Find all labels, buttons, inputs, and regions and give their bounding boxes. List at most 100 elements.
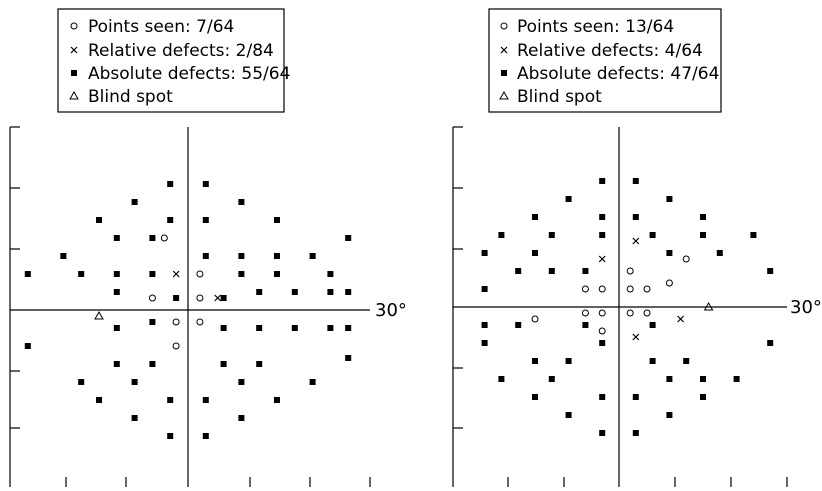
absolute-defect-point [649, 232, 656, 238]
absolute-defect-point [274, 271, 280, 277]
point-seen [196, 318, 204, 326]
absolute-defect-point [238, 253, 245, 259]
absolute-defect-point [327, 289, 334, 295]
absolute-defect-point [274, 253, 280, 259]
absolute-defect-point [113, 361, 120, 367]
absolute-defect-point [274, 217, 280, 223]
legend-marker-cross [70, 46, 78, 54]
absolute-defect-point [532, 394, 538, 400]
absolute-defect-point [238, 379, 245, 385]
legend-label-relative-defects: Relative defects: 4/64 [517, 41, 703, 61]
point-seen [626, 285, 634, 293]
relative-defect-point [632, 237, 640, 245]
point-seen [626, 309, 634, 317]
point-seen [148, 294, 156, 302]
absolute-defect-point [345, 325, 352, 331]
data-points [24, 181, 352, 439]
absolute-defect-point [345, 289, 352, 295]
point-seen [581, 285, 589, 293]
absolute-defect-point [274, 397, 280, 403]
absolute-defect-point [599, 214, 606, 220]
absolute-defect-point [481, 340, 488, 346]
absolute-defect-point [599, 178, 606, 184]
legend-marker-square [71, 70, 77, 76]
legend-marker-triangle [69, 90, 79, 100]
point-seen [196, 294, 204, 302]
legend-box [57, 8, 285, 113]
absolute-defect-point [632, 214, 639, 220]
absolute-defect-point [149, 319, 156, 325]
absolute-defect-point [291, 325, 298, 331]
absolute-defect-point [149, 271, 156, 277]
legend-marker-circle [500, 22, 508, 30]
absolute-defect-point [716, 250, 723, 256]
absolute-defect-point [548, 376, 555, 382]
absolute-defect-point [149, 235, 156, 241]
absolute-defect-point [565, 412, 572, 418]
absolute-defect-point [167, 217, 174, 223]
absolute-defect-point [481, 322, 488, 328]
absolute-defect-point [700, 214, 706, 220]
point-seen [531, 315, 539, 323]
absolute-defect-point [683, 358, 690, 364]
point-seen [626, 267, 634, 275]
absolute-defect-point [599, 232, 606, 238]
absolute-defect-point [733, 376, 740, 382]
absolute-defect-point [481, 250, 488, 256]
absolute-defect-point [202, 217, 209, 223]
absolute-defect-point [202, 181, 209, 187]
absolute-defect-point [309, 379, 316, 385]
absolute-defect-point [167, 433, 174, 439]
axes [9, 126, 371, 487]
absolute-defect-point [173, 295, 180, 301]
absolute-defect-point [565, 196, 572, 202]
absolute-defect-point [700, 376, 706, 382]
absolute-defect-point [113, 325, 120, 331]
point-seen [172, 318, 180, 326]
left-visual-field-plot: Points seen: 7/64 Relative defects: 2/84… [9, 8, 407, 487]
absolute-defect-point [632, 178, 639, 184]
absolute-defect-point [666, 412, 673, 418]
absolute-defect-point [750, 232, 757, 238]
point-seen [196, 270, 204, 278]
legend-label-points-seen: Points seen: 7/64 [88, 17, 234, 37]
legend-label-absolute-defects: Absolute defects: 47/64 [517, 64, 719, 84]
absolute-defect-point [113, 235, 120, 241]
absolute-defect-point [666, 196, 673, 202]
absolute-defect-point [599, 394, 606, 400]
absolute-defect-point [666, 376, 673, 382]
absolute-defect-point [202, 433, 209, 439]
absolute-defect-point [582, 322, 589, 328]
absolute-defect-point [256, 361, 263, 367]
legend-marker-circle [70, 22, 78, 30]
absolute-defect-point [345, 355, 352, 361]
axis-label-30-degrees: 30° [375, 300, 407, 321]
legend-box [488, 8, 722, 113]
absolute-defect-point [113, 271, 120, 277]
absolute-defect-point [220, 325, 227, 331]
absolute-defect-point [548, 268, 555, 274]
absolute-defect-point [24, 271, 31, 277]
absolute-defect-point [167, 181, 174, 187]
absolute-defect-point [131, 199, 138, 205]
absolute-defect-point [649, 358, 656, 364]
absolute-defect-point [532, 214, 538, 220]
legend-label-points-seen: Points seen: 13/64 [517, 17, 674, 37]
legend-label-absolute-defects: Absolute defects: 55/64 [88, 64, 290, 84]
absolute-defect-point [220, 361, 227, 367]
absolute-defect-point [632, 394, 639, 400]
absolute-defect-point [96, 397, 102, 403]
absolute-defect-point [96, 217, 102, 223]
data-points [481, 178, 774, 436]
absolute-defect-point [220, 295, 227, 301]
point-seen [643, 285, 651, 293]
relative-defect-point [172, 270, 180, 278]
axes [452, 126, 788, 487]
absolute-defect-point [582, 268, 589, 274]
axis-label-30-degrees: 30° [790, 297, 822, 318]
absolute-defect-point [532, 250, 538, 256]
point-seen [598, 327, 606, 335]
absolute-defect-point [632, 430, 639, 436]
absolute-defect-point [515, 322, 522, 328]
